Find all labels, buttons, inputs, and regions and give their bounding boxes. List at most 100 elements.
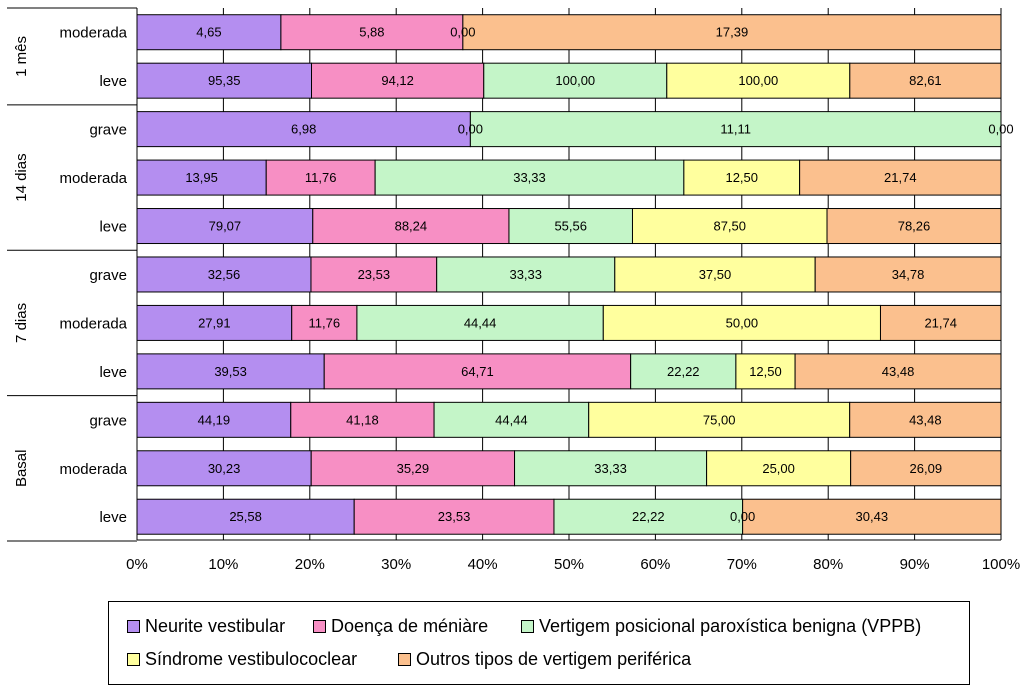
data-label: 13,95 bbox=[185, 170, 218, 185]
data-label: 55,56 bbox=[554, 219, 587, 234]
data-label: 43,48 bbox=[882, 364, 915, 379]
bar-segment bbox=[136, 256, 312, 293]
x-tick-label: 40% bbox=[468, 556, 498, 573]
bar-segment bbox=[291, 304, 358, 341]
data-label: 26,09 bbox=[910, 461, 943, 476]
bar-segment bbox=[631, 208, 828, 245]
bar-segment bbox=[136, 111, 471, 148]
bar-segment bbox=[280, 14, 464, 51]
data-label: 17,39 bbox=[716, 25, 749, 40]
bar-segment bbox=[826, 208, 1002, 245]
category-label: leve bbox=[99, 509, 127, 526]
bar-segment bbox=[136, 208, 314, 245]
data-label: 22,22 bbox=[667, 364, 700, 379]
data-label: 0,00 bbox=[988, 122, 1013, 137]
data-label: 0,00 bbox=[458, 122, 483, 137]
data-label: 11,76 bbox=[309, 315, 341, 330]
legend-swatch bbox=[313, 619, 326, 633]
bar-segment bbox=[553, 498, 744, 535]
data-label: 88,24 bbox=[395, 219, 428, 234]
group-label: 14 dias bbox=[13, 153, 30, 201]
data-label: 33,33 bbox=[509, 267, 542, 282]
data-label: 39,53 bbox=[214, 364, 247, 379]
bar-segment bbox=[849, 62, 1002, 99]
data-label: 44,44 bbox=[464, 315, 497, 330]
axes bbox=[7, 7, 1001, 542]
category-label: moderada bbox=[59, 25, 127, 42]
bar-segment bbox=[514, 450, 708, 487]
data-label: 6,98 bbox=[291, 122, 316, 137]
bar-segment bbox=[799, 159, 1002, 196]
bar-segment bbox=[353, 498, 555, 535]
bar-segment bbox=[706, 450, 852, 487]
bar-segment bbox=[436, 256, 616, 293]
category-label: moderada bbox=[59, 461, 127, 478]
data-label: 30,43 bbox=[856, 509, 889, 524]
legend-swatch bbox=[127, 652, 140, 666]
group-label: Basal bbox=[13, 450, 30, 488]
category-label: grave bbox=[89, 122, 127, 139]
bar-segment bbox=[469, 111, 1002, 148]
data-label: 12,50 bbox=[725, 170, 758, 185]
bar-segment bbox=[136, 62, 313, 99]
stacked-bar-chart: 0% 10% 20% 30% 40% 50% 60% 70% 80% 90% 100% 4,65 5,8… bbox=[7, 7, 1020, 573]
bar-segment bbox=[483, 62, 668, 99]
legend-label: Doença de méniàre bbox=[331, 616, 489, 636]
x-tick-label: 0% bbox=[126, 556, 148, 573]
bar-segment bbox=[374, 159, 685, 196]
data-label: 43,48 bbox=[909, 412, 942, 427]
data-label: 35,29 bbox=[397, 461, 430, 476]
legend-label: Síndrome vestibulococlear bbox=[145, 649, 358, 669]
legend-label: Neurite vestibular bbox=[145, 616, 286, 636]
legend-item: Vertigem posicional paroxística benigna … bbox=[521, 616, 921, 636]
bar-segment bbox=[312, 208, 510, 245]
data-label: 11,11 bbox=[720, 122, 751, 137]
data-label: 21,74 bbox=[884, 170, 917, 185]
data-label: 5,88 bbox=[359, 25, 384, 40]
bar-segment bbox=[602, 304, 881, 341]
legend-item: Síndrome vestibulococlear bbox=[127, 649, 357, 669]
category-label: moderada bbox=[59, 170, 127, 187]
data-label: 82,61 bbox=[909, 73, 942, 88]
bar-segment bbox=[588, 401, 851, 438]
x-tick-label: 90% bbox=[900, 556, 930, 573]
data-label: 30,23 bbox=[208, 461, 241, 476]
category-label: grave bbox=[89, 267, 127, 284]
data-label: 100,00 bbox=[555, 73, 595, 88]
data-label: 33,33 bbox=[513, 170, 546, 185]
bar-segment bbox=[136, 14, 282, 51]
category-label: moderada bbox=[59, 315, 127, 332]
data-label: 4,65 bbox=[196, 25, 221, 40]
legend-item: Doença de méniàre bbox=[313, 616, 488, 636]
data-label: 79,07 bbox=[209, 219, 242, 234]
bar-segment bbox=[879, 304, 1002, 341]
x-tick-label: 20% bbox=[295, 556, 325, 573]
x-tick-label: 30% bbox=[381, 556, 411, 573]
data-label: 87,50 bbox=[713, 219, 746, 234]
bar-segment bbox=[742, 498, 1002, 535]
bar-segment bbox=[849, 401, 1002, 438]
data-label: 22,22 bbox=[632, 509, 665, 524]
category-label: leve bbox=[99, 364, 127, 381]
data-label: 23,53 bbox=[438, 509, 471, 524]
legend-swatch bbox=[398, 652, 411, 666]
data-label: 25,58 bbox=[229, 509, 262, 524]
data-label: 11,76 bbox=[305, 170, 337, 185]
data-label: 41,18 bbox=[346, 412, 379, 427]
bar-segment bbox=[850, 450, 1002, 487]
data-label: 33,33 bbox=[594, 461, 627, 476]
data-label: 27,91 bbox=[198, 315, 231, 330]
data-label: 94,12 bbox=[381, 73, 414, 88]
legend-item: Outros tipos de vertigem periférica bbox=[398, 649, 691, 669]
bar-segment bbox=[735, 353, 796, 390]
bar-segment bbox=[814, 256, 1002, 293]
bar-segment bbox=[323, 353, 632, 390]
bar-segment bbox=[265, 159, 376, 196]
category-label: grave bbox=[89, 412, 127, 429]
bar-segment bbox=[508, 208, 633, 245]
data-label: 44,44 bbox=[495, 412, 528, 427]
category-label: leve bbox=[99, 73, 127, 90]
data-label: 95,35 bbox=[208, 73, 241, 88]
bar-segment bbox=[311, 62, 485, 99]
legend-swatch bbox=[521, 619, 534, 633]
